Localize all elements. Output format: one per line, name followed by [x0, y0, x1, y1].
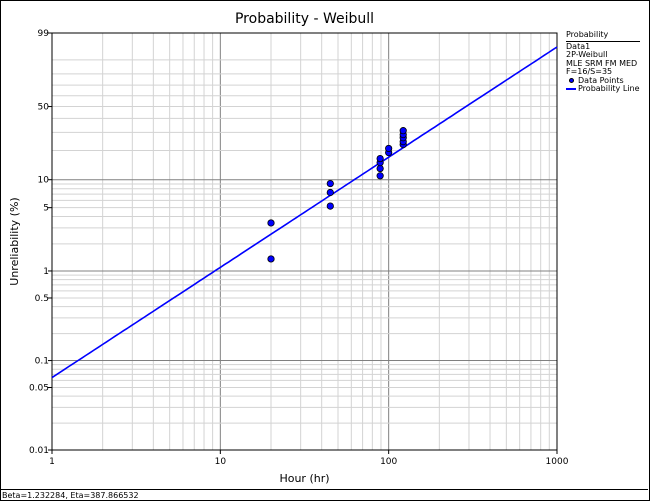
data-point: [399, 127, 407, 135]
data-point: [376, 172, 384, 180]
status-bar: Beta=1.232284, Eta=387.866532: [0, 489, 648, 500]
probability-line: [51, 46, 558, 379]
data-point: [385, 144, 393, 153]
data-point: [376, 164, 384, 173]
legend-item-probability-line: Probability Line: [566, 84, 640, 94]
data-point-icon: [569, 78, 574, 84]
legend-header: Probability: [566, 30, 640, 42]
legend-counts: F=16/S=35: [566, 67, 613, 76]
data-point: [326, 202, 334, 210]
y-tick-label: 5: [43, 204, 49, 214]
data-point: [267, 255, 275, 263]
plot-area-border: [51, 32, 558, 451]
y-tick-label: 0.01: [29, 446, 49, 456]
y-tick-label: 0.05: [29, 383, 49, 393]
y-tick-label: 10: [38, 176, 50, 186]
data-point: [326, 188, 334, 197]
y-tick-label: 99: [38, 29, 50, 39]
data-point: [376, 154, 384, 163]
legend-method: MLE SRM FM MED: [566, 58, 638, 68]
legend: Probability Data1 2P-Weibull MLE SRM FM …: [566, 30, 640, 94]
y-axis-label: Unreliability (%): [8, 197, 21, 285]
y-tick-label: 0.1: [35, 357, 49, 367]
y-tick-label: 1: [43, 267, 49, 277]
x-tick-label: 100: [380, 457, 397, 467]
line-icon: [566, 88, 576, 91]
data-point: [326, 179, 334, 188]
chart-title: Probability - Weibull: [235, 11, 374, 27]
y-tick-label: 50: [38, 103, 50, 113]
legend-distribution: 2P-Weibull: [566, 50, 608, 59]
x-axis-label: Hour (hr): [279, 472, 329, 485]
legend-data-name: Data1: [566, 41, 591, 51]
x-tick-label: 10: [215, 457, 227, 467]
data-point: [267, 219, 275, 227]
x-tick-label: 1: [49, 457, 55, 467]
legend-item-data-points: Data Points: [566, 76, 640, 86]
y-tick-label: 0.5: [35, 294, 49, 304]
x-tick-label: 1000: [546, 457, 569, 467]
